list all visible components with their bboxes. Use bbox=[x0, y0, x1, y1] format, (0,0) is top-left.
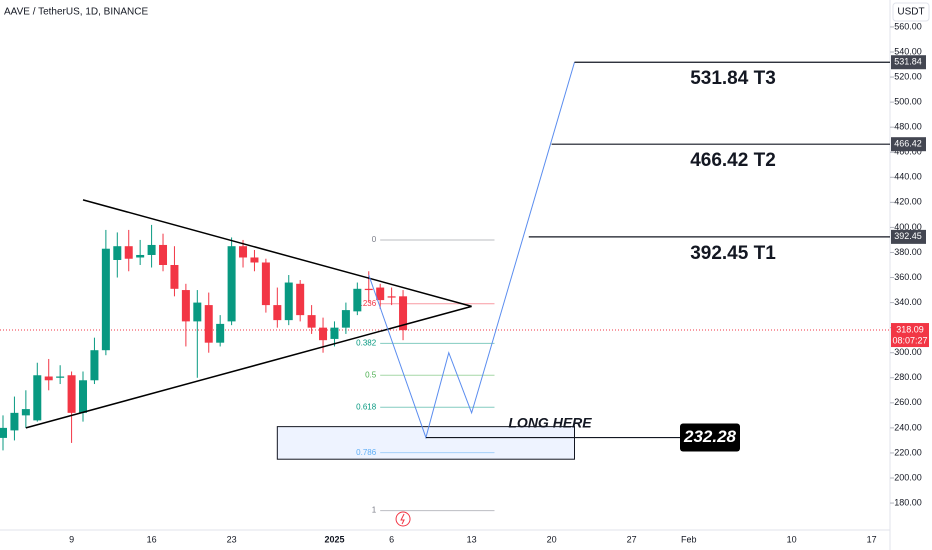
x-tick-label: 16 bbox=[147, 534, 157, 544]
candle-body bbox=[79, 380, 88, 413]
candle-body bbox=[147, 244, 156, 255]
last-price-text: 318.09 bbox=[896, 324, 924, 334]
chart-title: AAVE / TetherUS, 1D, BINANCE bbox=[4, 7, 148, 18]
y-tick-label: 200.00 bbox=[894, 472, 922, 482]
candle-body bbox=[296, 283, 305, 316]
fib-label: 0.786 bbox=[356, 448, 377, 457]
entry-box bbox=[680, 423, 740, 452]
trendline bbox=[25, 305, 472, 429]
fib-label: 0.5 bbox=[365, 370, 377, 379]
candle-body bbox=[21, 409, 30, 416]
entry-annotation: LONG HERE bbox=[508, 414, 592, 430]
y-tick-label: 360.00 bbox=[894, 272, 922, 282]
candle-body bbox=[261, 262, 270, 306]
candle-body bbox=[204, 305, 213, 343]
target-label: 531.84 T3 bbox=[690, 68, 776, 89]
candle-body bbox=[113, 246, 122, 260]
candle-body bbox=[387, 296, 396, 298]
candle-body bbox=[67, 375, 76, 413]
price-tag-text: 466.42 bbox=[894, 139, 922, 149]
candle-body bbox=[90, 350, 99, 381]
event-icon bbox=[395, 511, 411, 527]
currency: USDT bbox=[897, 7, 924, 18]
x-tick-label: 17 bbox=[867, 534, 877, 544]
long-zone bbox=[276, 426, 575, 460]
trendline bbox=[82, 199, 472, 308]
fib-label: 0 bbox=[372, 235, 377, 244]
countdown: 08:07:27 bbox=[892, 335, 927, 345]
y-tick-label: 560.00 bbox=[894, 21, 922, 31]
candle-body bbox=[239, 246, 248, 258]
candle-body bbox=[44, 376, 53, 381]
candle-body bbox=[353, 288, 362, 312]
candle-body bbox=[341, 310, 350, 328]
candle-body bbox=[399, 296, 408, 331]
candle-body bbox=[330, 327, 339, 339]
entry-value: 232.28 bbox=[683, 427, 737, 446]
candle-body bbox=[136, 254, 145, 258]
fib-label: 1 bbox=[372, 506, 377, 515]
y-tick-label: 300.00 bbox=[894, 347, 922, 357]
y-tick-label: 540.00 bbox=[894, 46, 922, 56]
price-tag-text: 392.45 bbox=[894, 231, 922, 241]
y-tick-label: 260.00 bbox=[894, 397, 922, 407]
candle-body bbox=[250, 257, 259, 263]
y-tick-label: 340.00 bbox=[894, 297, 922, 307]
x-tick-label: 6 bbox=[389, 534, 394, 544]
candle-body bbox=[0, 427, 7, 438]
candle-body bbox=[307, 315, 316, 328]
event-icon-bolt bbox=[400, 513, 405, 525]
candle-body bbox=[216, 323, 225, 343]
candle-body bbox=[181, 290, 190, 322]
y-tick-label: 400.00 bbox=[894, 222, 922, 232]
y-tick-label: 440.00 bbox=[894, 172, 922, 182]
candle-body bbox=[170, 265, 179, 289]
candle-body bbox=[273, 305, 282, 321]
last-price-tag bbox=[891, 323, 929, 348]
candle-body bbox=[124, 246, 133, 259]
price-tag bbox=[891, 55, 926, 70]
y-tick-label: 520.00 bbox=[894, 71, 922, 81]
price-tag bbox=[891, 229, 926, 244]
y-tick-label: 500.00 bbox=[894, 96, 922, 106]
currency-box[interactable] bbox=[892, 2, 930, 22]
target-label: 392.45 T1 bbox=[690, 243, 776, 264]
x-tick-label: 13 bbox=[467, 534, 477, 544]
candle-body bbox=[227, 246, 236, 322]
candle-body bbox=[56, 376, 65, 378]
price-tag bbox=[891, 137, 926, 152]
y-tick-label: 220.00 bbox=[894, 447, 922, 457]
candle-body bbox=[193, 302, 202, 322]
y-tick-label: 180.00 bbox=[894, 497, 922, 507]
candle-body bbox=[284, 282, 293, 321]
price-tag-text: 531.84 bbox=[894, 57, 922, 67]
candle-body bbox=[33, 375, 42, 421]
candle-body bbox=[364, 288, 373, 291]
x-tick-label: 20 bbox=[547, 534, 557, 544]
target-label: 466.42 T2 bbox=[690, 150, 776, 171]
candle-body bbox=[101, 248, 110, 351]
x-tick-label: Feb bbox=[681, 534, 697, 544]
x-tick-label: 23 bbox=[227, 534, 237, 544]
fib-label: 0.382 bbox=[356, 338, 377, 347]
y-tick-label: 240.00 bbox=[894, 422, 922, 432]
candle-body bbox=[10, 412, 19, 431]
y-tick-label: 480.00 bbox=[894, 122, 922, 132]
x-tick-label: 9 bbox=[69, 534, 74, 544]
candle-body bbox=[159, 244, 168, 265]
y-tick-label: 380.00 bbox=[894, 247, 922, 257]
y-tick-label: 280.00 bbox=[894, 372, 922, 382]
candle-body bbox=[319, 327, 328, 341]
x-tick-label: 27 bbox=[627, 534, 637, 544]
y-tick-label: 460.00 bbox=[894, 147, 922, 157]
fib-label: 0.618 bbox=[356, 402, 377, 411]
candle-body bbox=[376, 287, 385, 301]
y-tick-label: 420.00 bbox=[894, 197, 922, 207]
fib-label: 0.236 bbox=[356, 299, 377, 308]
projection-path bbox=[368, 62, 575, 440]
x-tick-label: 2025 bbox=[324, 534, 344, 544]
x-tick-label: 10 bbox=[787, 534, 797, 544]
